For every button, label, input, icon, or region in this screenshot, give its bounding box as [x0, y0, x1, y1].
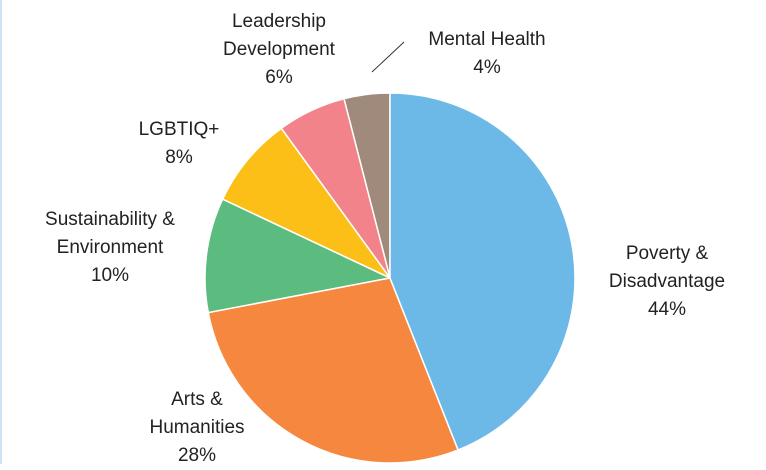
- category-label: Leadership Development: [223, 11, 335, 60]
- slice-label: Mental Health 4%: [407, 26, 567, 82]
- pie-slice: [221, 127, 391, 279]
- value-label: 10%: [90, 265, 130, 286]
- category-label: Poverty & Disadvantage: [608, 243, 726, 292]
- value-label: 44%: [647, 299, 687, 320]
- value-label: 4%: [473, 57, 501, 78]
- slice-label: Sustainability & Environment 10%: [25, 206, 195, 290]
- pie-slice: [204, 198, 393, 314]
- pie-slice: [389, 92, 576, 451]
- value-label: 6%: [265, 67, 293, 88]
- slice-label: Leadership Development 6%: [204, 8, 354, 92]
- leader-line: [371, 41, 405, 73]
- slice-label: Poverty & Disadvantage 44%: [582, 240, 752, 324]
- value-label: 28%: [177, 445, 217, 466]
- category-label: LGBTIQ+: [138, 119, 220, 140]
- pie-slice: [207, 277, 460, 464]
- category-label: Sustainability & Environment: [45, 209, 175, 258]
- slice-label: LGBTIQ+ 8%: [129, 116, 229, 172]
- slice-label: Arts & Humanities 28%: [137, 386, 257, 470]
- category-label: Mental Health: [428, 29, 546, 50]
- category-label: Arts & Humanities: [149, 389, 245, 438]
- value-label: 8%: [165, 147, 193, 168]
